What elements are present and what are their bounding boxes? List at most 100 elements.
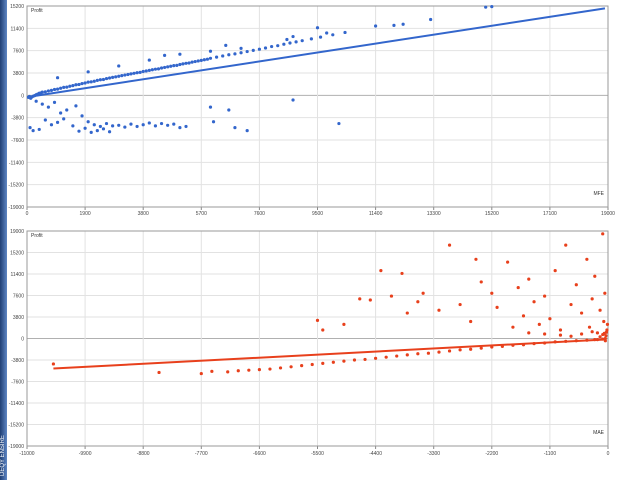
data-point [172,122,176,126]
data-point [405,353,409,357]
x-axis-label: MFE [593,191,604,197]
y-tick-label: -7600 [11,138,24,144]
data-point [521,314,526,318]
data-point [343,30,347,35]
data-point [236,369,240,373]
data-point [123,73,127,77]
y-tick-label: 11400 [10,272,24,278]
data-point [227,53,231,57]
data-point [37,127,41,132]
data-point [389,294,394,298]
x-tick-label: -3300 [427,451,440,457]
data-point [65,108,69,112]
data-point [595,331,600,335]
data-point [601,232,605,236]
y-tick-label: -3800 [11,358,24,364]
data-point [239,51,243,55]
data-point [135,124,139,129]
data-point [479,280,483,284]
data-point [278,366,283,370]
data-point [363,357,367,362]
data-point [89,80,93,84]
data-point [144,69,148,73]
x-tick-label: 7600 [254,211,265,217]
data-point [199,58,203,62]
data-point [92,123,96,127]
data-point [569,302,573,307]
data-point [62,85,66,89]
x-axis-label: MAE [593,430,605,436]
left-edge-text: DEQY ENSIRE [0,435,6,476]
y-tick-label: -3800 [11,116,24,122]
data-point [214,55,219,59]
data-point [603,291,607,295]
data-point [74,83,78,87]
data-point [516,285,520,290]
data-point [268,367,272,371]
data-point [331,360,335,364]
data-point [52,87,57,92]
data-point [28,126,32,130]
x-tick-label: 5700 [196,211,207,217]
data-point [178,62,182,67]
data-point [71,124,75,128]
data-point [257,47,261,51]
y-tick-label: -7600 [11,380,24,386]
trend-line [53,338,603,370]
x-tick-label: -5500 [311,451,324,457]
data-point [579,332,584,336]
data-point [59,111,63,115]
data-point [147,58,151,62]
x-tick-label: -9900 [79,451,92,457]
data-point [132,71,136,75]
data-point [315,318,320,322]
data-point [178,126,182,130]
data-point [257,368,261,372]
data-point [31,128,35,133]
trend-line [26,7,606,99]
data-point [579,311,584,315]
y-tick-label: -15200 [8,423,24,429]
data-point [187,61,191,65]
data-point [233,126,237,130]
data-point [80,81,84,86]
x-tick-label: -6600 [253,451,266,457]
data-point [458,348,462,352]
data-point [358,297,362,301]
data-point [147,121,151,125]
data-point [163,65,167,70]
y-tick-label: 15200 [10,4,24,10]
data-point [374,356,378,360]
data-point [123,125,127,129]
data-point [294,40,298,44]
data-point [181,62,185,66]
data-point [202,58,206,62]
data-point [321,328,325,332]
data-point [49,123,54,127]
data-point [101,127,106,131]
data-point [95,128,99,133]
data-point [129,72,133,76]
data-point [226,370,230,374]
data-point [558,328,563,332]
data-point [141,69,145,74]
y-tick-label: -11400 [9,160,24,166]
data-point [43,90,47,94]
data-point [590,330,594,334]
data-point [593,274,597,278]
data-point [208,56,213,60]
data-point [208,105,213,109]
data-point [86,80,90,84]
y-tick-label: -19000 [8,444,24,450]
data-point [469,319,473,324]
data-point [506,260,510,264]
data-point [285,37,289,42]
y-tick-label: -15200 [8,183,24,189]
data-point [199,371,203,376]
y-tick-label: 0 [21,337,24,343]
data-point [92,79,96,83]
data-point [569,334,573,338]
data-point [157,370,161,375]
data-point [368,298,372,302]
